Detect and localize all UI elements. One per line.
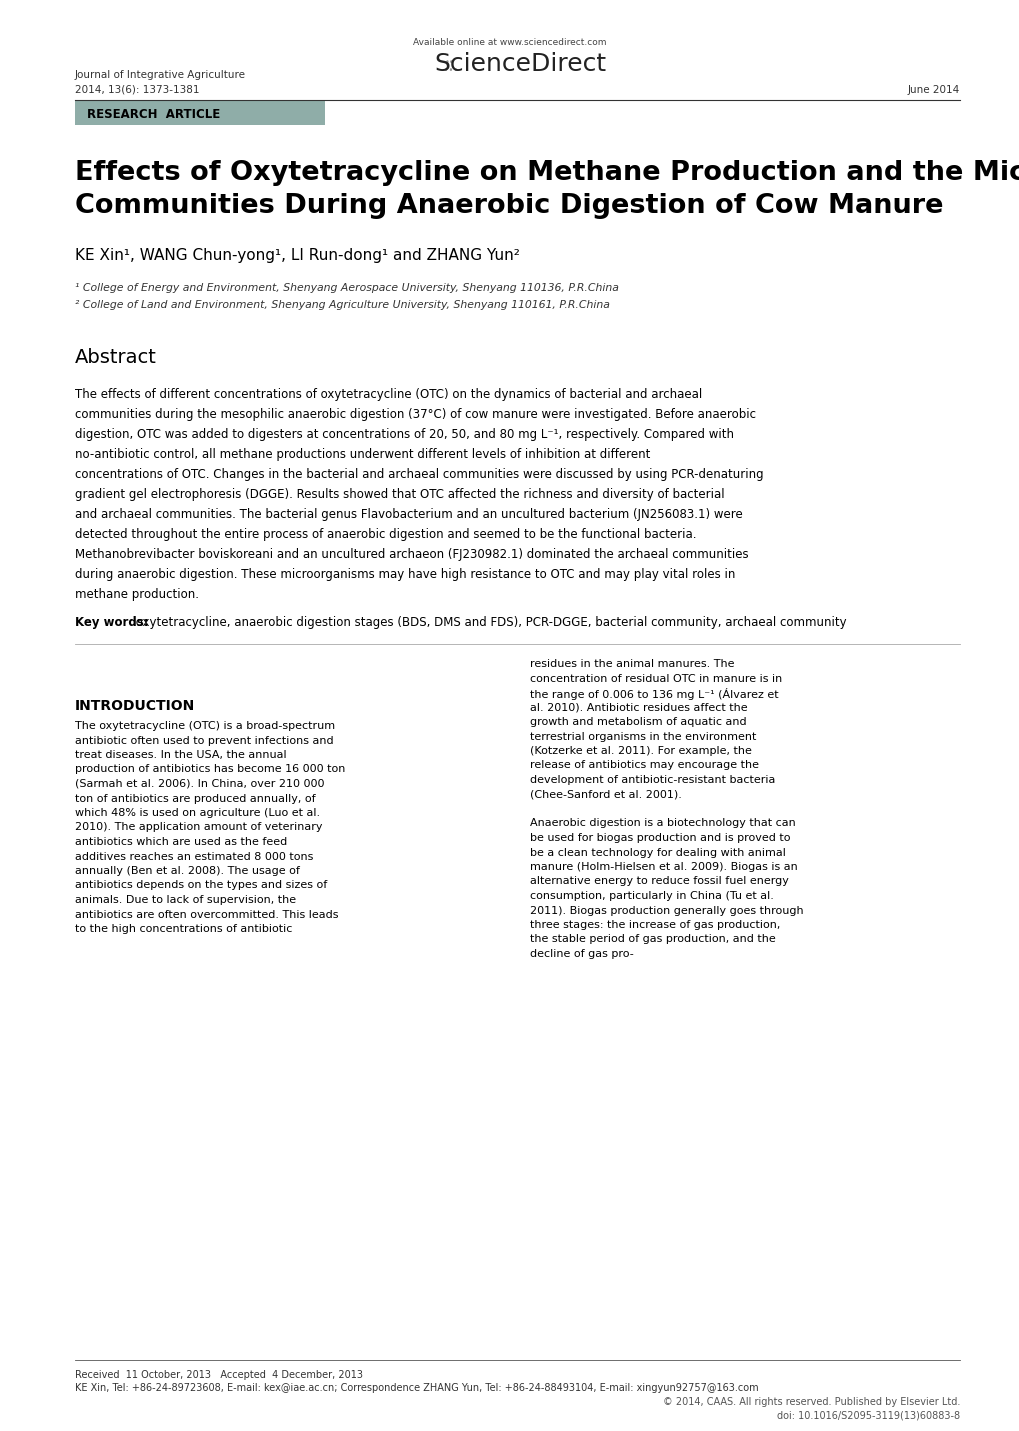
Text: Received  11 October, 2013   Accepted  4 December, 2013: Received 11 October, 2013 Accepted 4 Dec… [75, 1369, 363, 1379]
Text: ScienceDirect: ScienceDirect [433, 52, 605, 76]
Text: al. 2010). Antibiotic residues affect the: al. 2010). Antibiotic residues affect th… [530, 703, 747, 713]
Text: Abstract: Abstract [75, 348, 157, 366]
Text: no-antibiotic control, all methane productions underwent different levels of inh: no-antibiotic control, all methane produ… [75, 448, 650, 461]
Text: animals. Due to lack of supervision, the: animals. Due to lack of supervision, the [75, 894, 296, 904]
Text: 2014, 13(6): 1373-1381: 2014, 13(6): 1373-1381 [75, 84, 200, 94]
Text: 2011). Biogas production generally goes through: 2011). Biogas production generally goes … [530, 906, 803, 916]
Text: three stages: the increase of gas production,: three stages: the increase of gas produc… [530, 920, 780, 930]
Text: terrestrial organisms in the environment: terrestrial organisms in the environment [530, 731, 756, 741]
Text: concentrations of OTC. Changes in the bacterial and archaeal communities were di: concentrations of OTC. Changes in the ba… [75, 468, 763, 481]
Text: during anaerobic digestion. These microorganisms may have high resistance to OTC: during anaerobic digestion. These microo… [75, 568, 735, 581]
Text: consumption, particularly in China (Tu et al.: consumption, particularly in China (Tu e… [530, 892, 773, 902]
Bar [75, 100, 325, 124]
Text: antibiotic often used to prevent infections and: antibiotic often used to prevent infecti… [75, 736, 333, 746]
Text: annually (Ben et al. 2008). The usage of: annually (Ben et al. 2008). The usage of [75, 866, 300, 876]
Text: (Sarmah et al. 2006). In China, over 210 000: (Sarmah et al. 2006). In China, over 210… [75, 778, 324, 788]
Text: KE Xin, Tel: +86-24-89723608, E-mail: kex@iae.ac.cn; Correspondence ZHANG Yun, T: KE Xin, Tel: +86-24-89723608, E-mail: ke… [75, 1382, 758, 1392]
Text: which 48% is used on agriculture (Luo et al.: which 48% is used on agriculture (Luo et… [75, 809, 320, 819]
Text: communities during the mesophilic anaerobic digestion (37°C) of cow manure were : communities during the mesophilic anaero… [75, 408, 755, 421]
Text: methane production.: methane production. [75, 588, 199, 601]
Text: detected throughout the entire process of anaerobic digestion and seemed to be t: detected throughout the entire process o… [75, 528, 696, 541]
Text: digestion, OTC was added to digesters at concentrations of 20, 50, and 80 mg L⁻¹: digestion, OTC was added to digesters at… [75, 428, 734, 441]
Text: to the high concentrations of antibiotic: to the high concentrations of antibiotic [75, 924, 292, 934]
Text: 2010). The application amount of veterinary: 2010). The application amount of veterin… [75, 823, 322, 833]
Text: antibiotics which are used as the feed: antibiotics which are used as the feed [75, 837, 287, 847]
Text: Communities During Anaerobic Digestion of Cow Manure: Communities During Anaerobic Digestion o… [75, 193, 943, 219]
Text: Key words:: Key words: [75, 615, 149, 630]
Text: oxytetracycline, anaerobic digestion stages (BDS, DMS and FDS), PCR-DGGE, bacter: oxytetracycline, anaerobic digestion sta… [131, 615, 846, 630]
Text: alternative energy to reduce fossil fuel energy: alternative energy to reduce fossil fuel… [530, 877, 788, 886]
Text: The effects of different concentrations of oxytetracycline (OTC) on the dynamics: The effects of different concentrations … [75, 388, 701, 401]
Text: doi: 10.1016/S2095-3119(13)60883-8: doi: 10.1016/S2095-3119(13)60883-8 [776, 1410, 959, 1420]
Text: Available online at www.sciencedirect.com: Available online at www.sciencedirect.co… [413, 39, 606, 47]
Text: INTRODUCTION: INTRODUCTION [75, 698, 195, 713]
Text: antibiotics are often overcommitted. This leads: antibiotics are often overcommitted. Thi… [75, 910, 338, 920]
Text: antibiotics depends on the types and sizes of: antibiotics depends on the types and siz… [75, 880, 327, 890]
Text: Effects of Oxytetracycline on Methane Production and the Microbial: Effects of Oxytetracycline on Methane Pr… [75, 160, 1019, 186]
Text: be used for biogas production and is proved to: be used for biogas production and is pro… [530, 833, 790, 843]
Text: ton of antibiotics are produced annually, of: ton of antibiotics are produced annually… [75, 794, 315, 803]
Text: Anaerobic digestion is a biotechnology that can: Anaerobic digestion is a biotechnology t… [530, 819, 795, 829]
Text: decline of gas pro-: decline of gas pro- [530, 949, 633, 959]
Text: The oxytetracycline (OTC) is a broad-spectrum: The oxytetracycline (OTC) is a broad-spe… [75, 721, 335, 731]
Text: (Chee-Sanford et al. 2001).: (Chee-Sanford et al. 2001). [530, 790, 682, 800]
Text: be a clean technology for dealing with animal: be a clean technology for dealing with a… [530, 847, 785, 857]
Text: residues in the animal manures. The: residues in the animal manures. The [530, 660, 734, 670]
Text: additives reaches an estimated 8 000 tons: additives reaches an estimated 8 000 ton… [75, 851, 313, 861]
Text: production of antibiotics has become 16 000 ton: production of antibiotics has become 16 … [75, 764, 345, 774]
Text: ••
 •••: •• ••• [441, 59, 459, 76]
Text: development of antibiotic-resistant bacteria: development of antibiotic-resistant bact… [530, 776, 774, 786]
Text: RESEARCH  ARTICLE: RESEARCH ARTICLE [87, 107, 220, 122]
Text: gradient gel electrophoresis (DGGE). Results showed that OTC affected the richne: gradient gel electrophoresis (DGGE). Res… [75, 488, 723, 501]
Text: ² College of Land and Environment, Shenyang Agriculture University, Shenyang 110: ² College of Land and Environment, Sheny… [75, 301, 609, 311]
Text: the stable period of gas production, and the: the stable period of gas production, and… [530, 934, 775, 944]
Text: treat diseases. In the USA, the annual: treat diseases. In the USA, the annual [75, 750, 286, 760]
Text: growth and metabolism of aquatic and: growth and metabolism of aquatic and [530, 717, 746, 727]
Text: and archaeal communities. The bacterial genus Flavobacterium and an uncultured b: and archaeal communities. The bacterial … [75, 508, 742, 521]
Text: release of antibiotics may encourage the: release of antibiotics may encourage the [530, 760, 758, 770]
Text: (Kotzerke et al. 2011). For example, the: (Kotzerke et al. 2011). For example, the [530, 746, 751, 756]
Text: KE Xin¹, WANG Chun-yong¹, LI Run-dong¹ and ZHANG Yun²: KE Xin¹, WANG Chun-yong¹, LI Run-dong¹ a… [75, 248, 520, 263]
Text: June 2014: June 2014 [907, 84, 959, 94]
Text: © 2014, CAAS. All rights reserved. Published by Elsevier Ltd.: © 2014, CAAS. All rights reserved. Publi… [662, 1397, 959, 1407]
Text: concentration of residual OTC in manure is in: concentration of residual OTC in manure … [530, 674, 782, 684]
Text: Methanobrevibacter boviskoreani and an uncultured archaeon (FJ230982.1) dominate: Methanobrevibacter boviskoreani and an u… [75, 548, 748, 561]
Text: the range of 0.006 to 136 mg L⁻¹ (Álvarez et: the range of 0.006 to 136 mg L⁻¹ (Álvare… [530, 688, 777, 700]
Text: Journal of Integrative Agriculture: Journal of Integrative Agriculture [75, 70, 246, 80]
Text: manure (Holm-Hielsen et al. 2009). Biogas is an: manure (Holm-Hielsen et al. 2009). Bioga… [530, 861, 797, 871]
Text: ¹ College of Energy and Environment, Shenyang Aerospace University, Shenyang 110: ¹ College of Energy and Environment, She… [75, 283, 619, 293]
